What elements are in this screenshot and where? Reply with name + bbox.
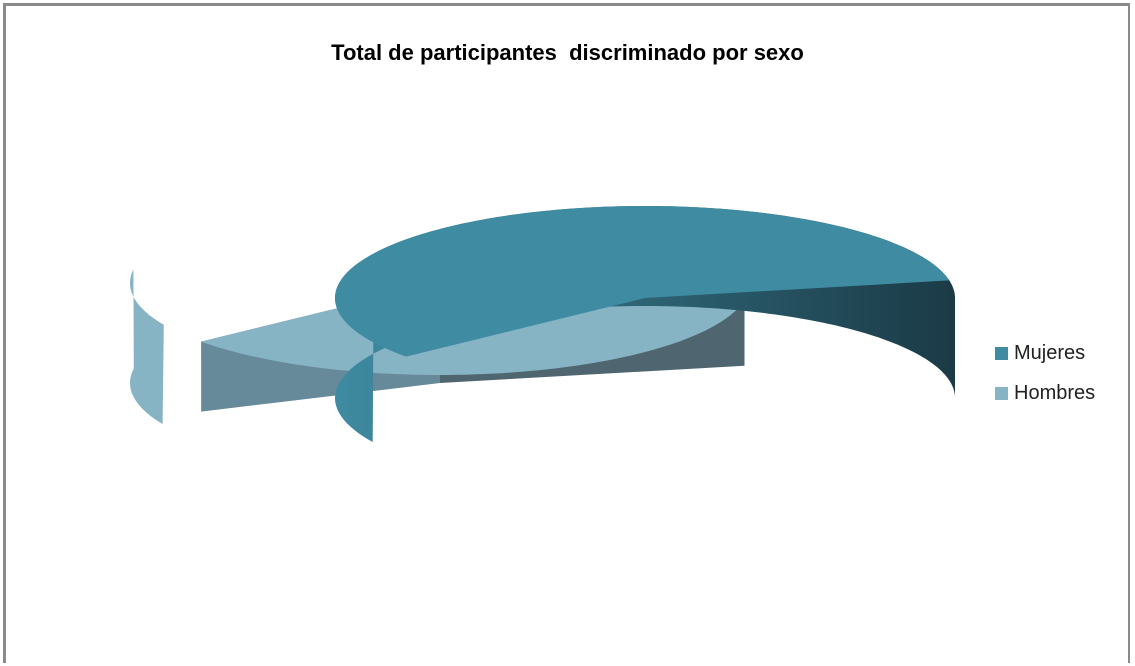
legend-label-mujeres: Mujeres <box>1014 341 1086 364</box>
chart-title: Total de participantes discriminado por … <box>331 40 804 65</box>
pie-slice-mujeres <box>335 206 950 357</box>
legend: Mujeres Hombres <box>995 333 1095 413</box>
legend-swatch-hombres <box>995 386 1008 400</box>
legend-item-mujeres: Mujeres <box>995 333 1095 373</box>
legend-item-hombres: Hombres <box>995 373 1095 413</box>
legend-label-hombres: Hombres <box>1014 381 1096 404</box>
pie-side-hombres <box>130 269 164 425</box>
legend-swatch-mujeres <box>995 346 1008 360</box>
